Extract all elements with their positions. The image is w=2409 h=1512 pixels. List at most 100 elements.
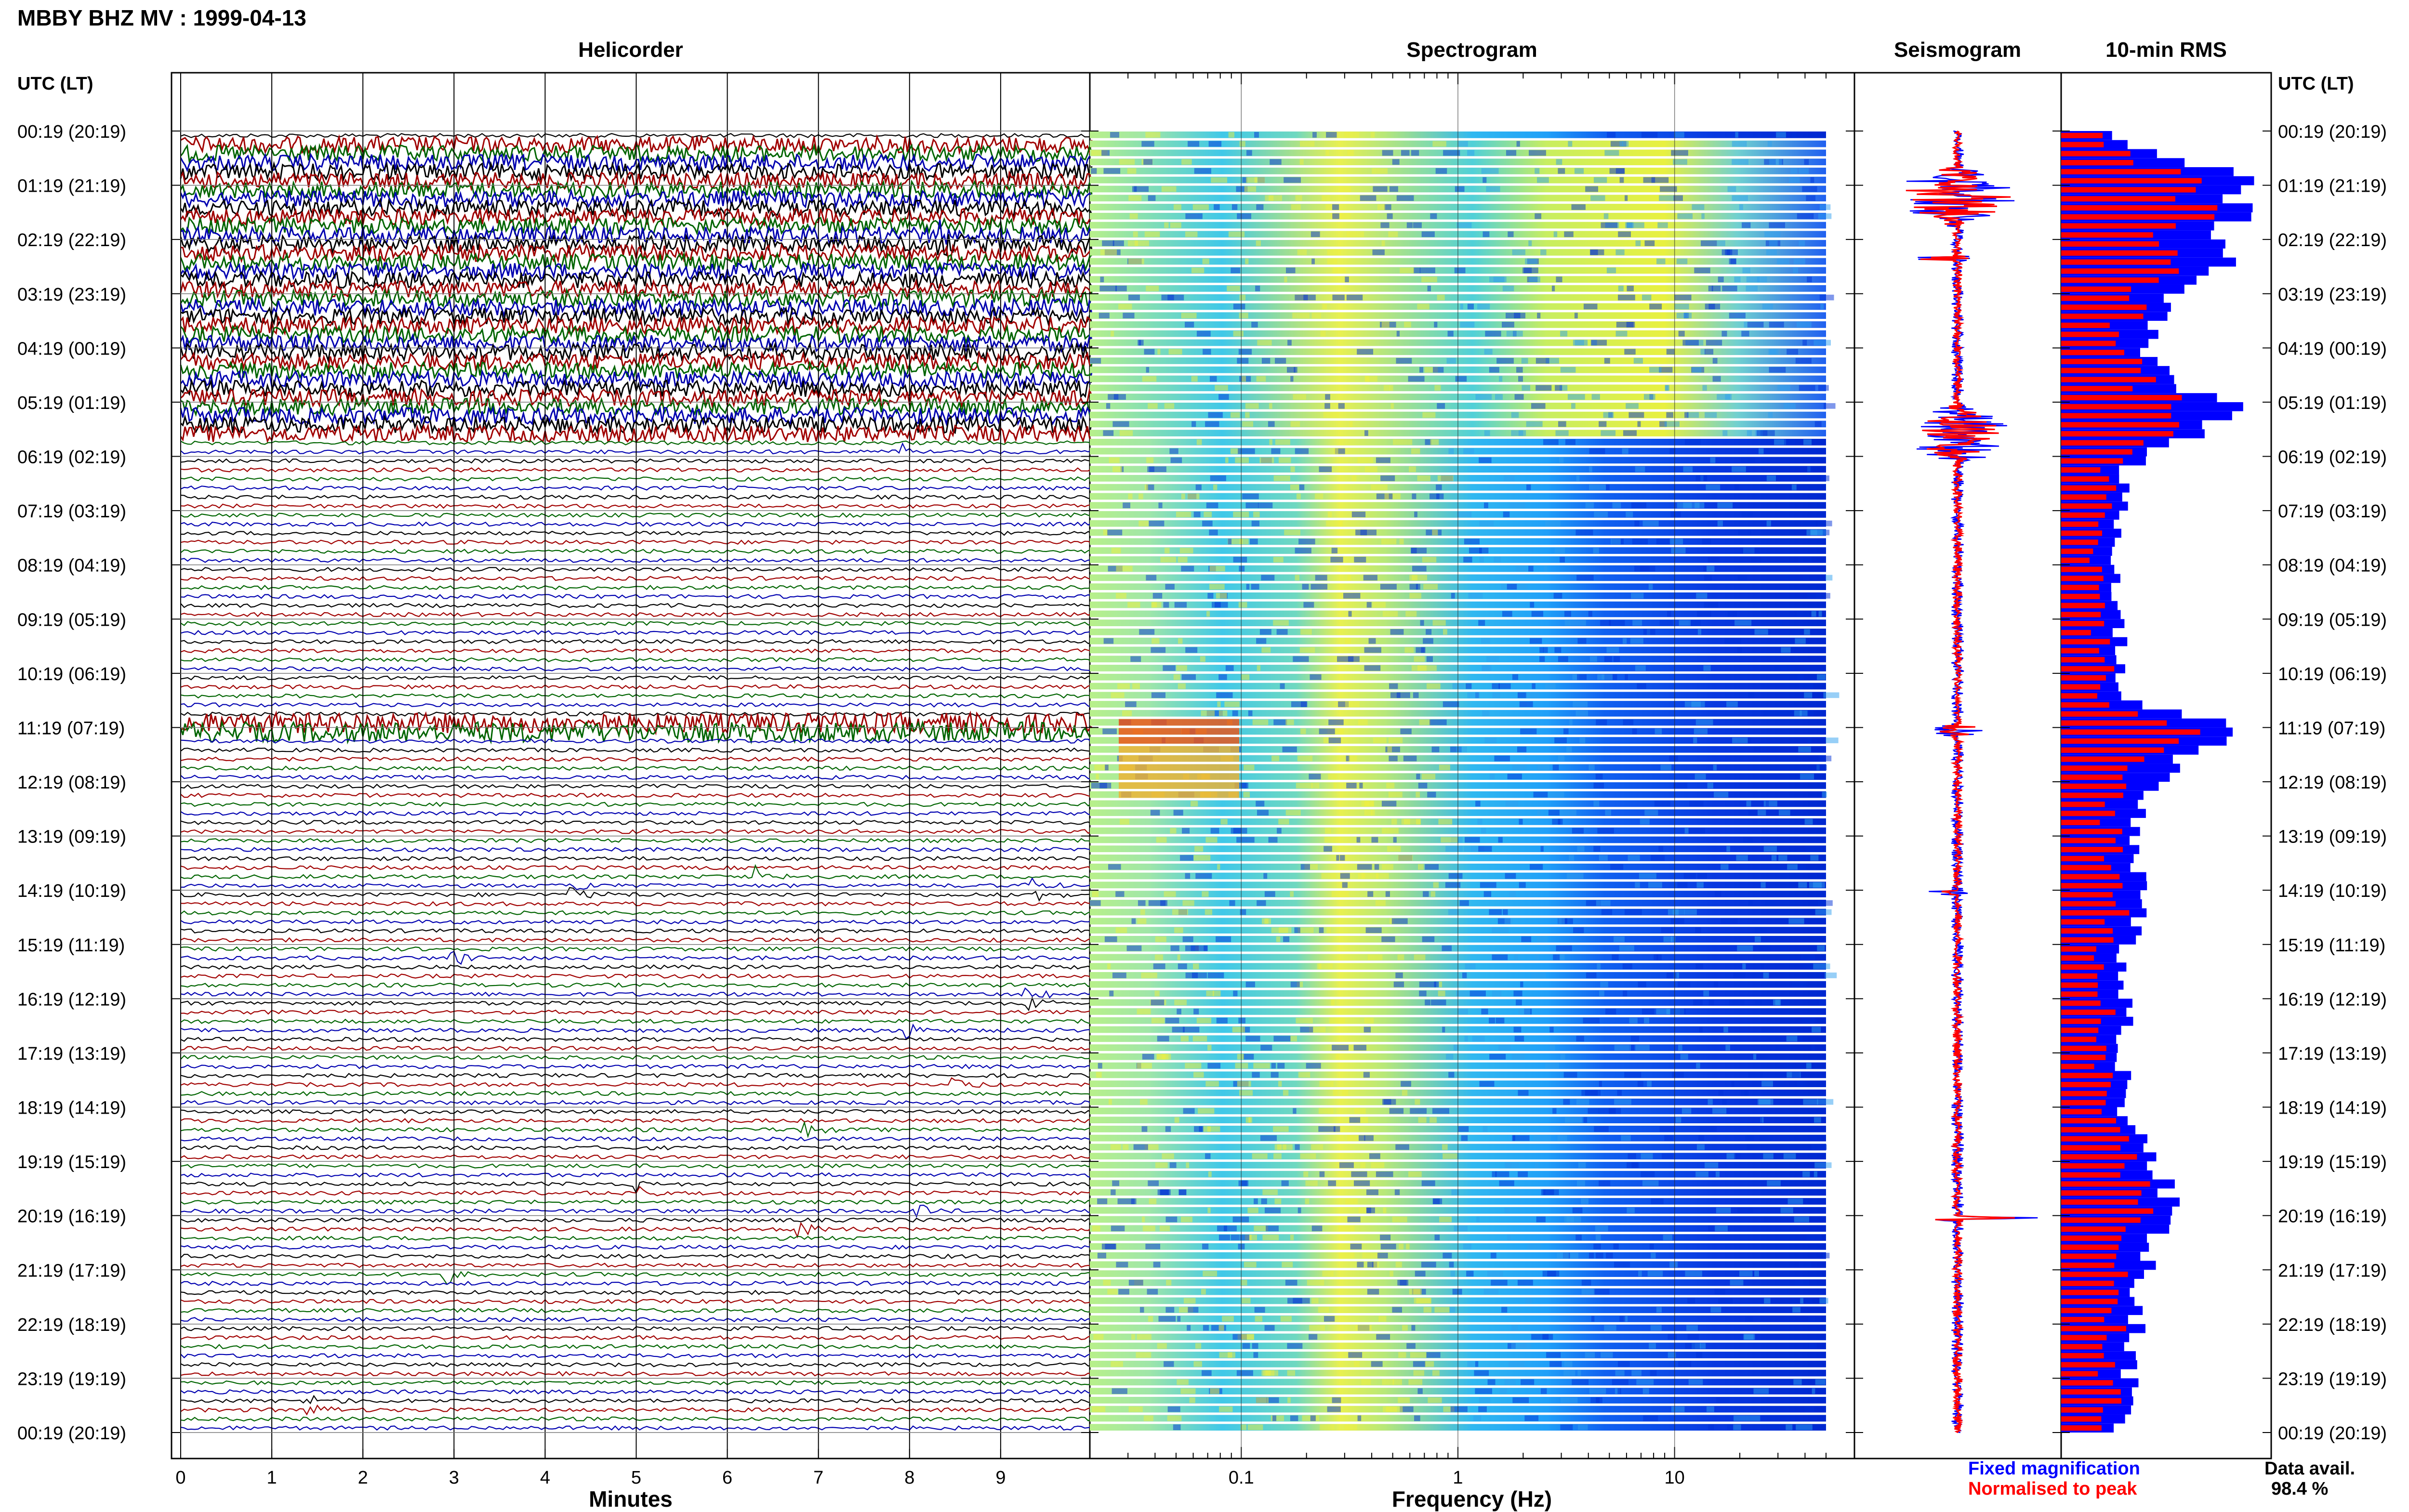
y-tick-label-left: 02:19 (22:19) [17,230,126,250]
spectrogram-speckle [1661,1153,1674,1159]
spectrogram-speckle [1434,322,1438,328]
spectrogram-speckle [1504,1379,1516,1385]
spectrogram-speckle [1463,1243,1471,1249]
spectrogram-speckle [1310,584,1328,590]
spectrogram-speckle [1354,556,1366,563]
spectrogram-speckle [1327,1406,1341,1412]
spectrogram-speckle [1248,1117,1253,1123]
spectrogram-speckle [1628,855,1640,861]
spectrogram-speckle [1609,1108,1621,1114]
rms-bar-normalised [2061,747,2164,753]
spectrogram-speckle [1535,213,1542,219]
spectrogram-title: Spectrogram [1406,38,1537,62]
spectrogram-speckle [1803,1099,1818,1105]
spectrogram-speckle [1142,1053,1154,1060]
rms-bar-normalised [2061,1081,2111,1088]
spectrogram-speckle [1619,141,1623,147]
spectrogram-speckle [1456,222,1472,228]
spectrogram-speckle [1363,575,1377,581]
spectrogram-speckle [1519,819,1523,825]
spectrogram-speckle [1146,367,1150,373]
spectrogram-speckle [1632,539,1648,545]
spectrogram-speckle [1800,774,1814,779]
spectrogram-speckle [1103,1280,1111,1286]
data-availability-value: 98.4 % [2271,1479,2329,1499]
spectrogram-speckle [1390,385,1393,391]
rms-bar-normalised [2061,142,2104,147]
spectrogram-speckle [1694,728,1708,735]
spectrogram-speckle [1572,1379,1589,1385]
spectrogram-speckle [1389,683,1398,689]
spectrogram-speckle [1364,466,1377,473]
spectrogram-speckle [1326,132,1337,138]
rms-bar-normalised [2061,449,2132,455]
spectrogram-speckle [1181,493,1185,500]
spectrogram-speckle [1346,783,1357,789]
spectrogram-speckle [1678,330,1685,337]
spectrogram-speckle [1311,1225,1323,1232]
spectrogram-speckle [1391,918,1408,924]
spectrogram-speckle [1376,1334,1390,1340]
spectrogram-speckle [1601,430,1616,436]
spectrogram-speckle [1635,466,1645,473]
spectrogram-speckle [1577,1424,1588,1430]
rms-bar-normalised [2061,964,2104,970]
spectrogram-speckle [1178,556,1188,563]
spectrogram-speckle [1630,1036,1640,1042]
spectrogram-speckle [1402,1325,1408,1331]
spectrogram-speckle [1380,1235,1391,1240]
spectrogram-speckle [1602,674,1613,680]
spectrogram-speckle [1311,1298,1319,1304]
spectrogram-speckle [1722,430,1728,436]
spectrogram-speckle [1803,439,1812,445]
spectrogram-speckle [1791,132,1797,138]
spectrogram-speckle [1211,1325,1226,1331]
seismogram-normalised-trace [1906,130,2015,1433]
spectrogram-speckle [1615,249,1625,255]
spectrogram-speckle [1173,810,1183,816]
spectrogram-speckle [1519,701,1533,707]
spectrogram-speckle [1371,1162,1385,1168]
spectrogram-speckle [1477,819,1482,825]
spectrogram-speckle [1610,141,1627,147]
spectrogram-speckle [1318,1126,1336,1132]
spectrogram-speckle [1233,303,1245,310]
spectrogram-speckle [1134,186,1149,192]
spectrogram-speckle [1361,1379,1371,1385]
spectrogram-speckle [1389,918,1394,924]
spectrogram-speckle [1656,1307,1662,1313]
spectrogram-speckle [1158,1316,1176,1322]
spectrogram-speckle [1648,882,1662,888]
spectrogram-speckle [1378,1316,1387,1322]
spectrogram-speckle [1373,1262,1379,1268]
spectrogram-speckle [1290,466,1295,473]
spectrogram-speckle [1412,493,1416,500]
spectrogram-speckle [1208,1171,1212,1177]
spectrogram-speckle [1387,846,1401,852]
rms-bar-normalised [2061,1308,2112,1314]
spectrogram-speckle [1557,954,1565,960]
spectrogram-speckle [1252,1153,1268,1159]
spectrogram-speckle [1804,692,1813,698]
spectrogram-speckle [1276,936,1281,942]
spectrogram-speckle [1721,330,1727,337]
spectrogram-speckle [1392,439,1408,445]
spectrogram-speckle [1625,909,1642,915]
spectrogram-speckle [1290,1036,1297,1042]
spectrogram-speckle [1778,945,1787,951]
spectrogram-speckle [1578,1162,1586,1168]
spectrogram-speckle [1143,159,1152,165]
spectrogram-speckle [1800,1298,1804,1304]
spectrogram-speckle [1788,918,1804,924]
rms-bar-normalised [2061,1064,2094,1069]
spectrogram-speckle [1142,1216,1145,1223]
spectrogram-speckle [1090,900,1101,906]
spectrogram-speckle [1332,1045,1349,1051]
spectrogram-speckle [1217,864,1220,870]
spectrogram-speckle [1509,891,1516,897]
y-tick-label-left: 10:19 (06:19) [17,664,126,684]
spectrogram-speckle [1247,1424,1263,1430]
spectrogram-speckle [1110,1144,1121,1150]
spectrogram-speckle [1205,837,1218,843]
spectrogram-speckle [1448,909,1459,915]
